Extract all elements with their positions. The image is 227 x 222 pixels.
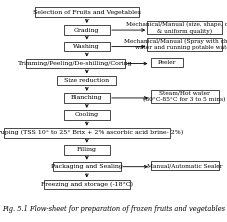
FancyBboxPatch shape <box>4 128 170 138</box>
Text: Mechanical/Manual (Spray with chlorine
water and running potable water): Mechanical/Manual (Spray with chlorine w… <box>124 39 227 50</box>
FancyBboxPatch shape <box>151 161 219 170</box>
Text: Trimming/Peeling/De-shilling/Coring: Trimming/Peeling/De-shilling/Coring <box>18 61 133 66</box>
Text: Grading: Grading <box>74 28 100 33</box>
Text: Syruping (TSS 10° to 25° Brix + 2% ascorbic acid brine- 2%): Syruping (TSS 10° to 25° Brix + 2% ascor… <box>0 130 183 135</box>
Text: Selection of Fruits and Vegetables: Selection of Fruits and Vegetables <box>33 10 141 14</box>
Text: Manual/Automatic Sealer: Manual/Automatic Sealer <box>147 163 222 168</box>
FancyBboxPatch shape <box>57 76 116 85</box>
Text: Mechanical/Manual (size, shape, colour
& uniform quality): Mechanical/Manual (size, shape, colour &… <box>126 22 227 34</box>
Text: Washing: Washing <box>73 44 100 49</box>
Text: Cooling: Cooling <box>75 112 99 117</box>
FancyBboxPatch shape <box>147 38 222 51</box>
FancyBboxPatch shape <box>64 145 110 155</box>
FancyBboxPatch shape <box>35 7 139 17</box>
FancyBboxPatch shape <box>64 42 110 51</box>
Text: Steam/Hot water
(80°C-85°C for 3 to 5 mins): Steam/Hot water (80°C-85°C for 3 to 5 mi… <box>143 91 226 102</box>
FancyBboxPatch shape <box>151 58 183 67</box>
Text: Freezing and storage (-18°C): Freezing and storage (-18°C) <box>41 182 133 187</box>
FancyBboxPatch shape <box>44 180 130 189</box>
FancyBboxPatch shape <box>64 25 110 35</box>
Text: Packaging and Sealing: Packaging and Sealing <box>51 164 123 169</box>
Text: Filling: Filling <box>77 147 97 152</box>
FancyBboxPatch shape <box>147 21 222 34</box>
FancyBboxPatch shape <box>26 59 125 68</box>
FancyBboxPatch shape <box>64 93 110 103</box>
FancyBboxPatch shape <box>53 162 121 171</box>
Text: Size reduction: Size reduction <box>64 78 109 83</box>
Text: Blanching: Blanching <box>71 95 103 100</box>
FancyBboxPatch shape <box>64 110 110 120</box>
Text: Peeler: Peeler <box>158 60 176 65</box>
Text: Fig. 5.1 Flow-sheet for preparation of frozen fruits and vegetables: Fig. 5.1 Flow-sheet for preparation of f… <box>2 205 225 213</box>
FancyBboxPatch shape <box>151 90 219 103</box>
